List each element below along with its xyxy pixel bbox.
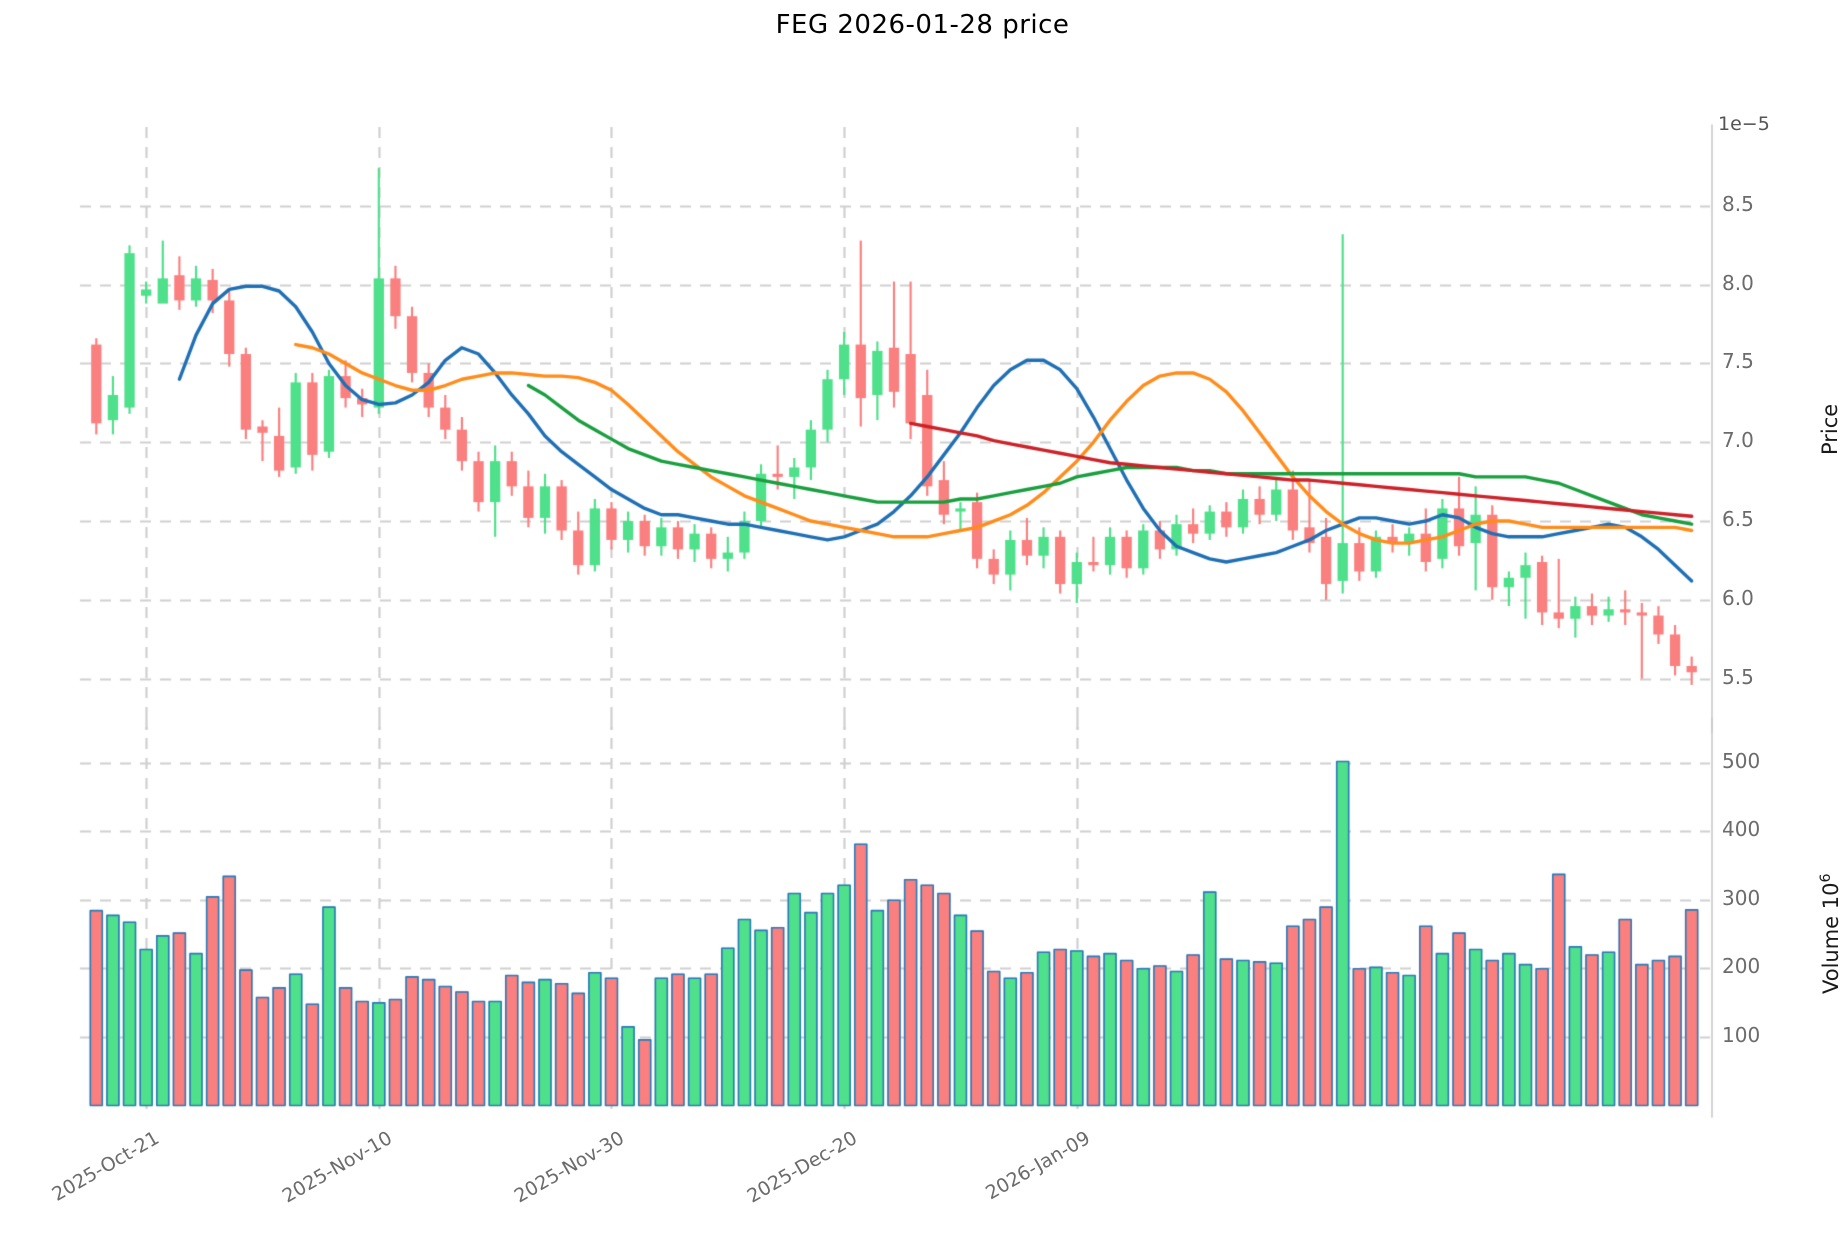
volume-tick-label: 400: [1722, 817, 1761, 842]
price-tick-label: 6.5: [1722, 507, 1754, 532]
volume-axis-title-superscript: 6: [1818, 872, 1834, 882]
price-tick-label: 5.5: [1722, 664, 1754, 689]
price-tick-label: 8.0: [1722, 270, 1754, 295]
price-tick-label: 8.5: [1722, 191, 1754, 216]
volume-axis-title: Volume 106: [1818, 873, 1843, 994]
volume-axis-title-text: Volume: [1819, 915, 1843, 994]
price-axis-offset-label: 1e−5: [1718, 113, 1770, 135]
price-tick-label: 7.0: [1722, 428, 1754, 453]
price-tick-label: 6.0: [1722, 585, 1754, 610]
volume-tick-label: 200: [1722, 954, 1761, 979]
volume-tick-label: 100: [1722, 1022, 1761, 1047]
volume-tick-label: 300: [1722, 885, 1761, 910]
volume-axis-title-exp: 10: [1819, 881, 1843, 909]
volume-tick-label: 500: [1722, 749, 1761, 774]
price-axis-title: Price: [1818, 403, 1842, 455]
price-tick-label: 7.5: [1722, 349, 1754, 374]
